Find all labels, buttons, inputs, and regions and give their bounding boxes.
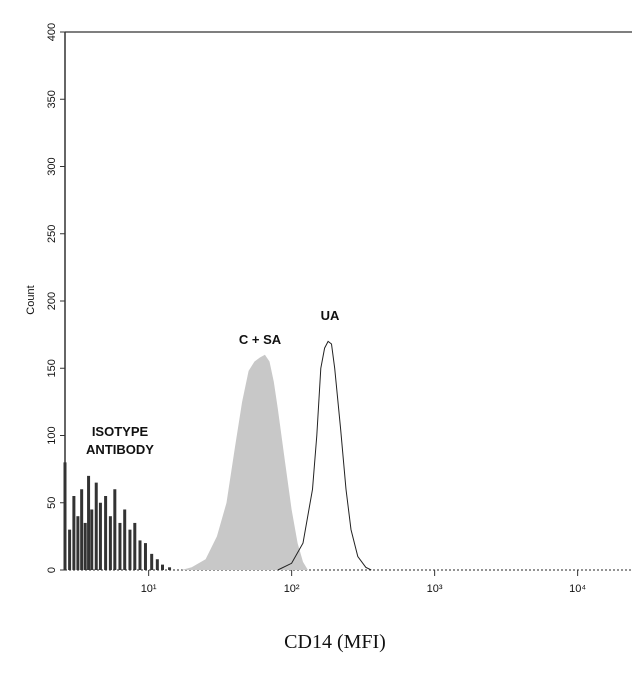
annotation: ANTIBODY bbox=[86, 442, 154, 457]
histogram-area bbox=[181, 354, 308, 570]
y-tick-label: 150 bbox=[46, 359, 58, 377]
y-tick-label: 100 bbox=[46, 426, 58, 444]
y-tick-label: 200 bbox=[46, 292, 58, 310]
annotation: ISOTYPE bbox=[92, 424, 149, 439]
annotation: UA bbox=[321, 308, 340, 323]
x-tick-label: 10³ bbox=[427, 583, 443, 595]
y-tick-label: 400 bbox=[46, 23, 58, 41]
x-tick-label: 10¹ bbox=[141, 583, 157, 595]
y-tick-label: 350 bbox=[46, 90, 58, 108]
histogram-outline bbox=[277, 340, 372, 571]
y-tick-label: 250 bbox=[46, 225, 58, 243]
y-axis-label: Count bbox=[25, 285, 37, 314]
y-tick-label: 50 bbox=[46, 497, 58, 509]
x-axis-label: CD14 (MFI) bbox=[284, 631, 386, 653]
annotation: C + SA bbox=[239, 332, 282, 347]
x-tick-label: 10⁴ bbox=[569, 583, 586, 595]
x-tick-label: 10² bbox=[284, 583, 300, 595]
y-tick-label: 300 bbox=[46, 157, 58, 175]
y-tick-label: 0 bbox=[46, 567, 58, 573]
